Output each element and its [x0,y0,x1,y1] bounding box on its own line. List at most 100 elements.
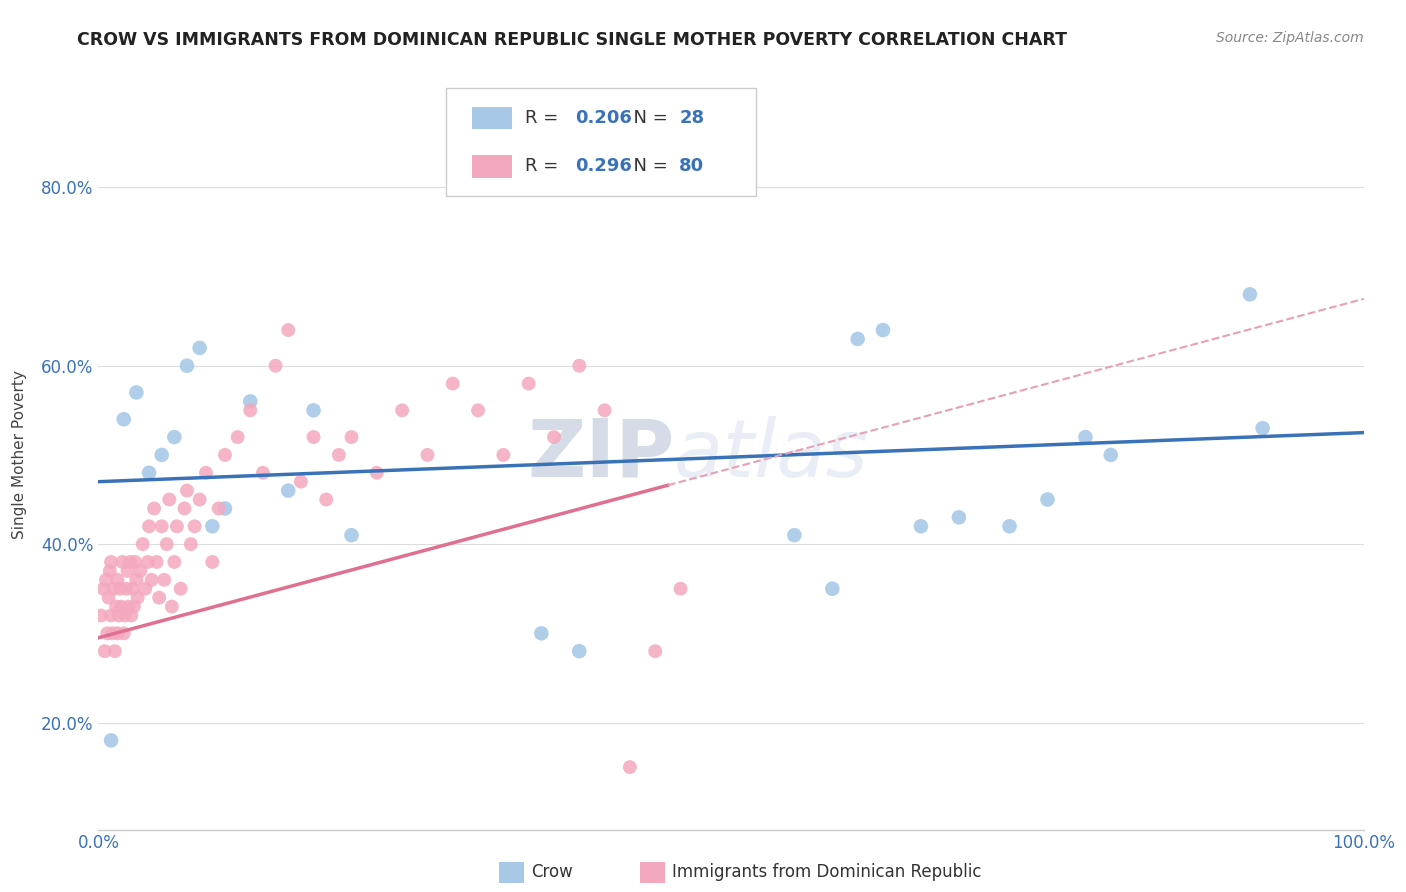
Point [188,492,211,507]
Point [90,608,112,623]
Point [543,430,565,444]
Point [998,519,1021,533]
Point [948,510,970,524]
Point [467,403,489,417]
Point [103,582,125,596]
Point [115,582,138,596]
Point [239,394,262,409]
Point [117,564,139,578]
Point [138,466,160,480]
Point [188,341,211,355]
Point [277,483,299,498]
Point [517,376,540,391]
Point [568,644,591,658]
Point [157,492,180,507]
Point [120,555,141,569]
Text: atlas: atlas [675,416,869,494]
Point [1239,287,1261,301]
Point [110,599,132,614]
Point [163,555,186,569]
Point [176,483,198,498]
Point [143,501,166,516]
Point [114,608,136,623]
Point [101,626,124,640]
Point [150,448,173,462]
Point [214,501,236,516]
Point [264,359,287,373]
Point [441,376,464,391]
Point [173,501,195,516]
Point [105,599,128,614]
Text: ZIP: ZIP [527,416,675,494]
Point [872,323,894,337]
Point [593,403,616,417]
Point [252,466,274,480]
Point [226,430,249,444]
Point [214,448,236,462]
Point [1099,448,1122,462]
Point [93,582,115,596]
Text: Immigrants from Dominican Republic: Immigrants from Dominican Republic [672,863,981,881]
Point [124,555,146,569]
Point [156,537,179,551]
Point [302,430,325,444]
Point [150,519,173,533]
Text: CROW VS IMMIGRANTS FROM DOMINICAN REPUBLIC SINGLE MOTHER POVERTY CORRELATION CHA: CROW VS IMMIGRANTS FROM DOMINICAN REPUBL… [77,31,1067,49]
Point [169,582,191,596]
FancyBboxPatch shape [471,155,512,178]
Point [277,323,299,337]
Point [148,591,170,605]
Point [132,537,155,551]
Point [134,582,156,596]
Point [315,492,337,507]
Point [302,403,325,417]
Point [163,430,186,444]
Point [127,591,149,605]
Text: Crow: Crow [531,863,574,881]
Point [98,564,121,578]
Point [107,626,129,640]
Point [107,573,129,587]
Point [93,644,117,658]
Point [340,528,363,542]
Point [208,501,231,516]
Point [166,519,188,533]
Text: N =: N = [623,109,673,127]
Point [201,519,224,533]
FancyBboxPatch shape [471,106,512,129]
Point [619,760,641,774]
Point [1036,492,1059,507]
Point [136,555,159,569]
Text: 28: 28 [679,109,704,127]
Point [125,573,148,587]
Point [366,466,388,480]
Text: R =: R = [524,109,564,127]
Point [120,608,142,623]
FancyBboxPatch shape [446,87,756,196]
Text: 0.206: 0.206 [575,109,633,127]
Point [125,385,148,400]
Point [783,528,806,542]
Point [910,519,932,533]
Point [100,555,122,569]
Point [846,332,869,346]
Point [100,733,122,747]
Point [391,403,413,417]
Point [104,644,127,658]
Point [492,448,515,462]
Point [97,591,120,605]
Point [183,519,205,533]
Point [644,644,666,658]
Point [328,448,350,462]
Point [530,626,553,640]
Point [821,582,844,596]
Point [201,555,224,569]
Point [138,519,160,533]
Point [568,359,591,373]
Point [111,555,134,569]
Point [96,626,118,640]
Point [180,537,202,551]
Point [118,599,141,614]
Point [129,564,152,578]
Point [1251,421,1274,435]
